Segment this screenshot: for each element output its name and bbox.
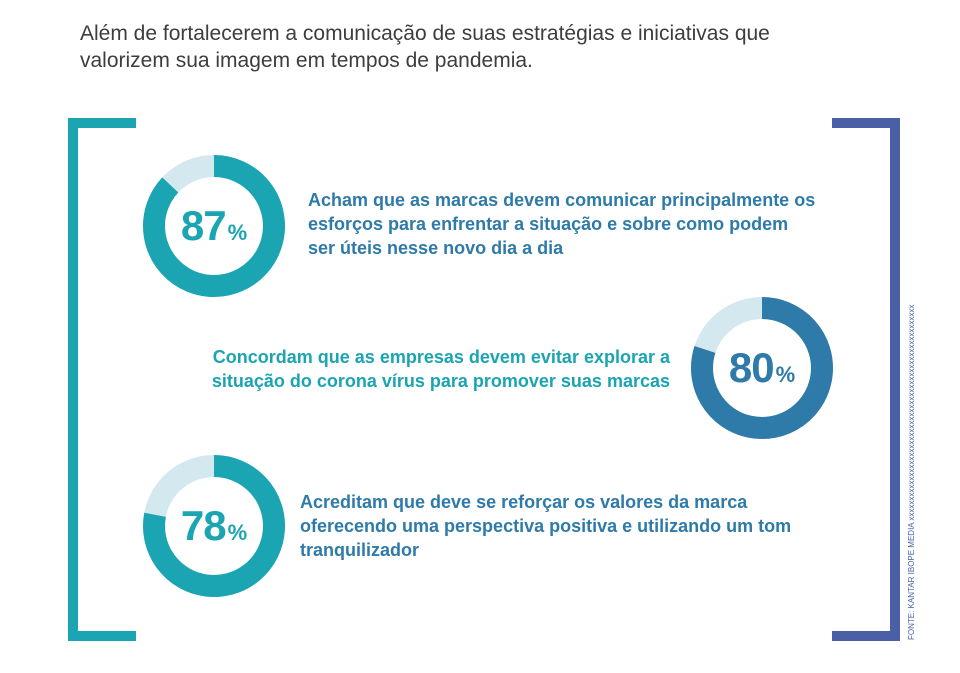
donut-value-arc — [143, 155, 285, 297]
percent-sign: % — [227, 220, 248, 245]
donut-value-arc — [691, 297, 833, 439]
donut-value-arc — [143, 455, 285, 597]
donut-chart-80: 80% — [690, 296, 834, 440]
source-note: FONTE: KANTAR IBOPE MEDIA xxxxxxxxxxxxxx… — [907, 304, 916, 640]
intro-text: Além de fortalecerem a comunicação de su… — [80, 22, 770, 72]
stat-description-2: Concordam que as empresas devem evitar e… — [211, 347, 670, 391]
stat-description-3: Acreditam que deve se reforçar os valore… — [300, 492, 792, 560]
donut-value: 78 — [180, 502, 227, 549]
donut-value: 87 — [180, 202, 227, 249]
stat-description-1: Acham que as marcas devem comunicar prin… — [308, 190, 816, 258]
right-bracket — [832, 118, 900, 641]
donut-value: 80 — [728, 344, 775, 391]
donut-chart-87: 87% — [142, 154, 286, 298]
percent-sign: % — [227, 520, 248, 545]
percent-sign: % — [775, 362, 796, 387]
left-bracket — [68, 118, 136, 641]
donut-chart-78: 78% — [142, 454, 286, 598]
